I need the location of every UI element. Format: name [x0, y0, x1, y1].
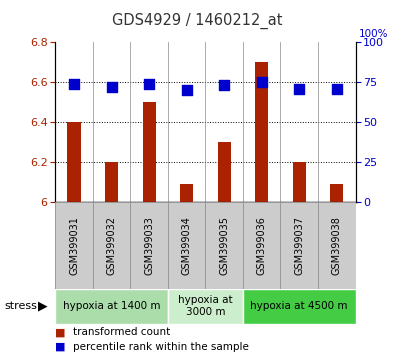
Bar — [330, 184, 343, 202]
Text: hypoxia at
3000 m: hypoxia at 3000 m — [178, 295, 233, 317]
Text: GSM399032: GSM399032 — [107, 216, 117, 275]
Bar — [255, 62, 268, 202]
Text: stress: stress — [4, 301, 37, 311]
Point — [333, 86, 340, 92]
Bar — [180, 184, 193, 202]
Text: GSM399034: GSM399034 — [182, 216, 192, 275]
Point — [221, 82, 228, 88]
Bar — [218, 142, 231, 202]
FancyBboxPatch shape — [318, 202, 356, 289]
Text: ■: ■ — [55, 342, 66, 352]
Text: percentile rank within the sample: percentile rank within the sample — [73, 342, 249, 352]
FancyBboxPatch shape — [55, 289, 168, 324]
Bar — [105, 162, 118, 202]
FancyBboxPatch shape — [168, 202, 205, 289]
Text: ■: ■ — [55, 327, 66, 337]
FancyBboxPatch shape — [93, 202, 130, 289]
Text: GSM399031: GSM399031 — [69, 216, 79, 275]
Text: hypoxia at 1400 m: hypoxia at 1400 m — [63, 301, 160, 311]
Text: GSM399036: GSM399036 — [257, 216, 267, 275]
FancyBboxPatch shape — [243, 289, 356, 324]
FancyBboxPatch shape — [205, 202, 243, 289]
Text: GSM399037: GSM399037 — [294, 216, 304, 275]
Text: GSM399038: GSM399038 — [332, 216, 342, 275]
Text: GSM399035: GSM399035 — [219, 216, 229, 275]
FancyBboxPatch shape — [168, 289, 243, 324]
Point — [146, 81, 152, 87]
FancyBboxPatch shape — [130, 202, 168, 289]
FancyBboxPatch shape — [280, 202, 318, 289]
Point — [183, 87, 190, 93]
FancyBboxPatch shape — [243, 202, 280, 289]
Text: GSM399033: GSM399033 — [144, 216, 154, 275]
Bar — [143, 102, 156, 202]
Text: GDS4929 / 1460212_at: GDS4929 / 1460212_at — [112, 12, 283, 29]
Bar — [293, 162, 306, 202]
FancyBboxPatch shape — [55, 202, 93, 289]
Point — [296, 86, 303, 92]
Text: hypoxia at 4500 m: hypoxia at 4500 m — [250, 301, 348, 311]
Text: 100%: 100% — [359, 29, 388, 39]
Bar — [68, 122, 81, 202]
Point — [258, 80, 265, 85]
Text: ▶: ▶ — [38, 300, 47, 313]
Text: transformed count: transformed count — [73, 327, 170, 337]
Point — [108, 84, 115, 90]
Point — [71, 81, 77, 87]
